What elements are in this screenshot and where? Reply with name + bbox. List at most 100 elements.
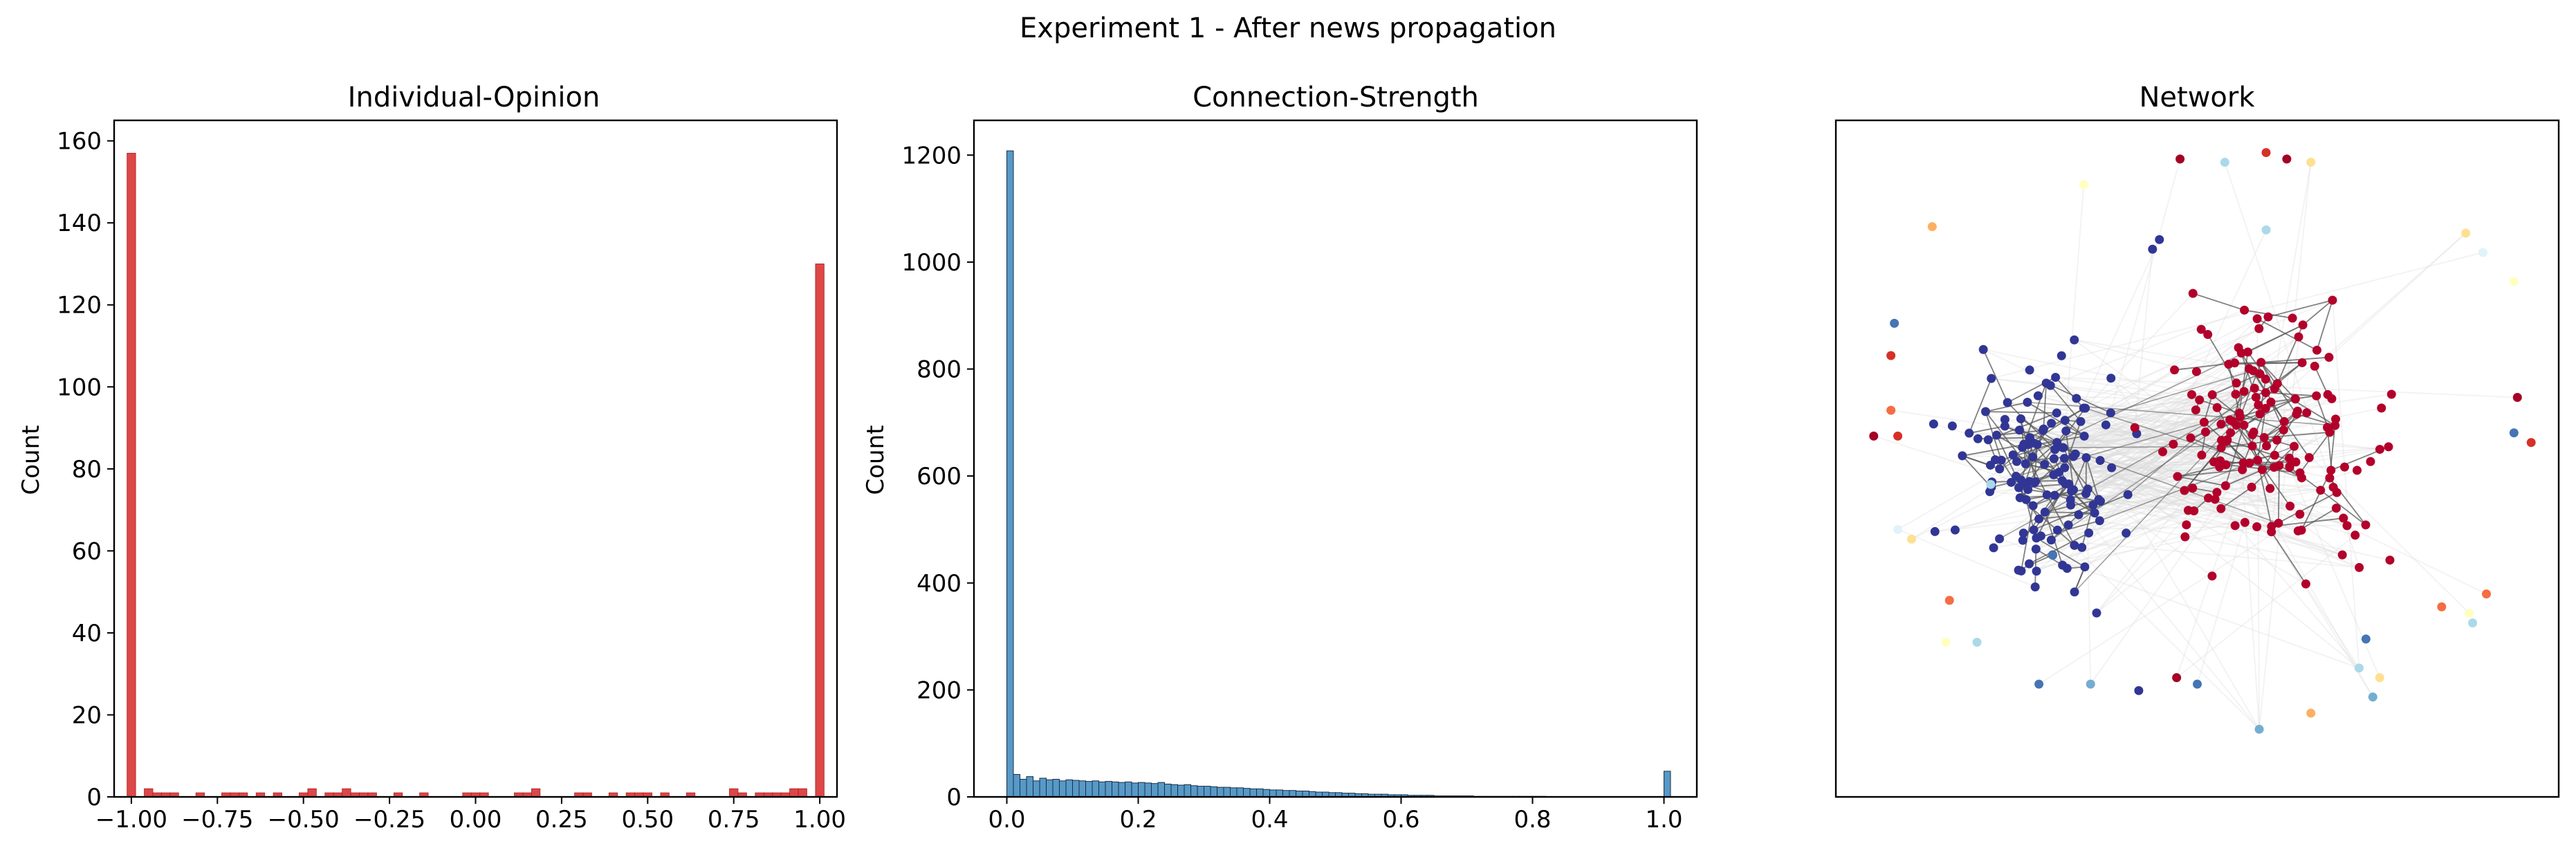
network-edge: [2005, 425, 2279, 524]
network-faint-edge: [2099, 459, 2321, 491]
network-title: Network: [2139, 82, 2255, 113]
network-faint-edge: [2034, 362, 2262, 484]
network-node-isolated: [1869, 431, 1879, 441]
connection-bar: [1098, 781, 1106, 798]
network-node-isolated: [2172, 673, 2182, 683]
network-node-isolated: [1941, 637, 1951, 647]
network-node-red: [2252, 314, 2262, 324]
network-node-red: [2304, 453, 2314, 463]
network-node-red: [2361, 520, 2371, 530]
network-node-blue: [2088, 500, 2098, 510]
network-faint-edge: [2196, 522, 2246, 685]
network-node-red: [2204, 493, 2214, 503]
connection-bar: [1059, 780, 1067, 798]
opinion-y-tick-label: 80: [72, 456, 102, 484]
network-node-isolated: [2220, 158, 2229, 167]
network-node-blue: [2025, 477, 2034, 486]
connection-bar: [1256, 788, 1264, 798]
connection-bar: [1065, 779, 1073, 798]
network-node-red: [2191, 405, 2200, 415]
opinion-y-tick-label: 140: [57, 210, 102, 237]
network-node-red: [2261, 374, 2270, 384]
network-node-blue: [1973, 434, 1982, 443]
network-edge: [2243, 398, 2296, 426]
network-faint-edge: [2057, 394, 2392, 443]
network-node-isolated: [1906, 534, 1916, 544]
network-node-blue: [2122, 528, 2131, 538]
network-node-red: [2270, 450, 2279, 460]
network-edge: [2019, 429, 2057, 443]
network-node-blue: [2023, 398, 2032, 407]
network-faint-edge: [2004, 419, 2260, 730]
network-node-isolated: [2254, 724, 2264, 734]
network-faint-edge: [2039, 445, 2267, 520]
network-node-blue: [2106, 374, 2116, 383]
network-node-red: [2325, 473, 2335, 483]
network-node-blue: [2070, 587, 2079, 597]
network-node-red: [2316, 486, 2326, 495]
network-node-blue: [2031, 477, 2041, 486]
network-node-blue: [2007, 477, 2016, 487]
network-edge: [2036, 537, 2086, 568]
network-edge: [2074, 567, 2086, 593]
network-node-isolated: [2048, 551, 2057, 560]
connection-bar: [1112, 781, 1119, 798]
network-edge: [2216, 407, 2232, 433]
network-faint-edge: [2052, 460, 2221, 555]
network-edge: [1996, 434, 2017, 477]
network-node-red: [2339, 462, 2349, 472]
network-node-blue: [2079, 403, 2088, 413]
connection-x-tick-label: 0.8: [1514, 806, 1551, 834]
network-node-red: [2302, 408, 2312, 418]
connection-bar: [1144, 782, 1152, 798]
network-node-red: [2191, 367, 2201, 376]
network-node-red: [2272, 378, 2282, 388]
network-node-isolated: [1886, 351, 1896, 360]
network-node-red: [2231, 389, 2241, 399]
network-node-red: [2285, 461, 2294, 471]
network-node-blue: [2070, 335, 2079, 344]
network-faint-edge: [2044, 373, 2261, 513]
network-faint-edge: [1969, 432, 2222, 449]
connection-bar: [1105, 781, 1112, 798]
network-node-blue: [2014, 425, 2024, 435]
network-node-isolated: [2509, 428, 2519, 438]
network-node-blue: [2076, 416, 2086, 426]
network-node-red: [2253, 455, 2263, 465]
connection-bar: [1046, 779, 1054, 798]
network-node-blue: [2079, 432, 2089, 441]
network-node-blue: [2092, 608, 2101, 618]
network-node-red: [2207, 390, 2217, 400]
opinion-x-tick-label: −0.25: [353, 806, 425, 834]
network-node-red: [2217, 436, 2227, 445]
network-edge: [2270, 531, 2307, 585]
network-node-red: [2291, 457, 2301, 467]
network-node-blue: [2032, 533, 2041, 543]
connection-y-tick-label: 1200: [901, 142, 962, 169]
network-node-blue: [2095, 456, 2105, 466]
network-node-blue: [2030, 582, 2040, 591]
network-node-blue: [2014, 565, 2023, 575]
network-node-blue: [2016, 414, 2025, 423]
network-node-blue: [2081, 453, 2091, 463]
connection-bar: [1197, 786, 1204, 798]
opinion-y-tick-label: 120: [57, 292, 102, 320]
network-faint-edge: [2110, 158, 2181, 414]
network-node-red: [2261, 388, 2271, 398]
network-node-blue: [2123, 490, 2133, 499]
network-faint-edge: [2005, 419, 2290, 507]
network-node-red: [2274, 461, 2284, 470]
network-faint-edge: [2074, 490, 2185, 546]
network-faint-edge: [1999, 537, 2359, 669]
network-faint-edge: [2051, 387, 2255, 424]
network-faint-edge: [2074, 339, 2222, 449]
network-node-red: [2247, 482, 2256, 492]
network-node-isolated: [2148, 244, 2158, 254]
network-node-red: [2230, 521, 2240, 531]
network-node-isolated: [2468, 618, 2478, 628]
network-node-red: [2254, 400, 2263, 410]
network-node-isolated: [2193, 679, 2202, 689]
network-faint-edge: [2030, 436, 2348, 526]
network-node-blue: [2090, 508, 2099, 518]
opinion-y-tick-label: 40: [72, 620, 102, 647]
